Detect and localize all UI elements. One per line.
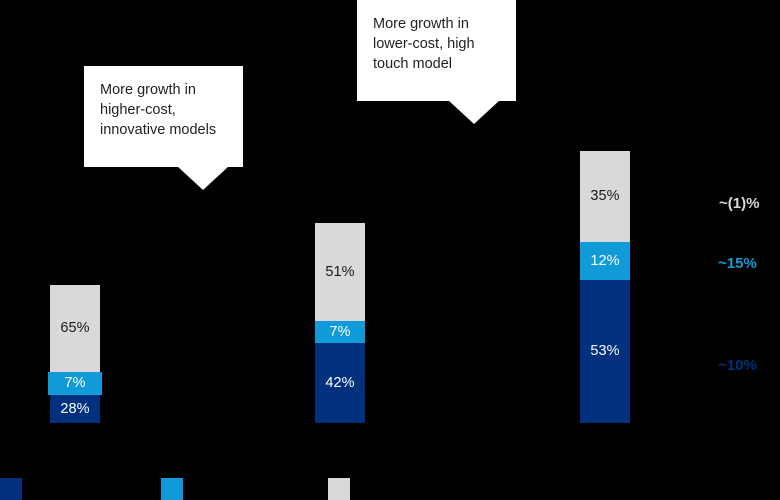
callout-lower-cost-text: More growth in lower-cost, high touch mo… <box>373 16 475 72</box>
bar-2-segment-dark-blue[interactable]: 42% <box>315 343 365 423</box>
legend-swatch-gray[interactable] <box>328 478 350 500</box>
legend-swatch-dark-blue[interactable] <box>0 478 22 500</box>
bar-1-segment-dark-blue-label: 28% <box>60 400 90 417</box>
callout-higher-cost-text: More growth in higher-cost, innovative m… <box>100 82 217 138</box>
bar-3-segment-dark-blue[interactable]: 53% <box>580 280 630 423</box>
bar-column-3[interactable]: 35% 12% 53% <box>580 151 630 423</box>
bar-2-segment-dark-blue-label: 42% <box>325 374 355 391</box>
callout-higher-cost-box: More growth in higher-cost, innovative m… <box>84 66 243 167</box>
bar-2-segment-light-blue[interactable]: 7% <box>315 321 365 343</box>
bar-2-segment-gray-label: 51% <box>325 263 355 280</box>
bar-3-segment-gray-label: 35% <box>590 188 620 205</box>
bar-1-segment-light-blue[interactable]: 7% <box>48 372 102 395</box>
bar-3-segment-light-blue-label: 12% <box>590 252 620 269</box>
bar-1-segment-light-blue-label: 7% <box>64 375 86 392</box>
bar-column-1[interactable]: 65% 7% 28% <box>48 285 102 423</box>
legend-swatch-light-blue[interactable] <box>161 478 183 500</box>
callout-lower-cost-box: More growth in lower-cost, high touch mo… <box>357 0 516 101</box>
bar-column-2[interactable]: 51% 7% 42% <box>315 223 365 423</box>
bar-1-segment-gray-label: 65% <box>60 320 90 337</box>
bar-2-segment-gray[interactable]: 51% <box>315 223 365 321</box>
bar-3-segment-dark-blue-label: 53% <box>590 343 620 360</box>
bar-1-segment-gray[interactable]: 65% <box>50 285 100 372</box>
callout-lower-cost-tail <box>448 100 500 124</box>
delta-label-gray: ~(1)% <box>719 195 760 212</box>
delta-label-dark-blue: ~10% <box>718 357 757 374</box>
bar-3-segment-light-blue[interactable]: 12% <box>580 242 630 280</box>
delta-label-light-blue: ~15% <box>718 255 757 272</box>
bar-3-segment-gray[interactable]: 35% <box>580 151 630 242</box>
bar-1-segment-dark-blue[interactable]: 28% <box>50 395 100 423</box>
callout-higher-cost-tail <box>177 166 229 190</box>
bar-2-segment-light-blue-label: 7% <box>329 323 351 340</box>
